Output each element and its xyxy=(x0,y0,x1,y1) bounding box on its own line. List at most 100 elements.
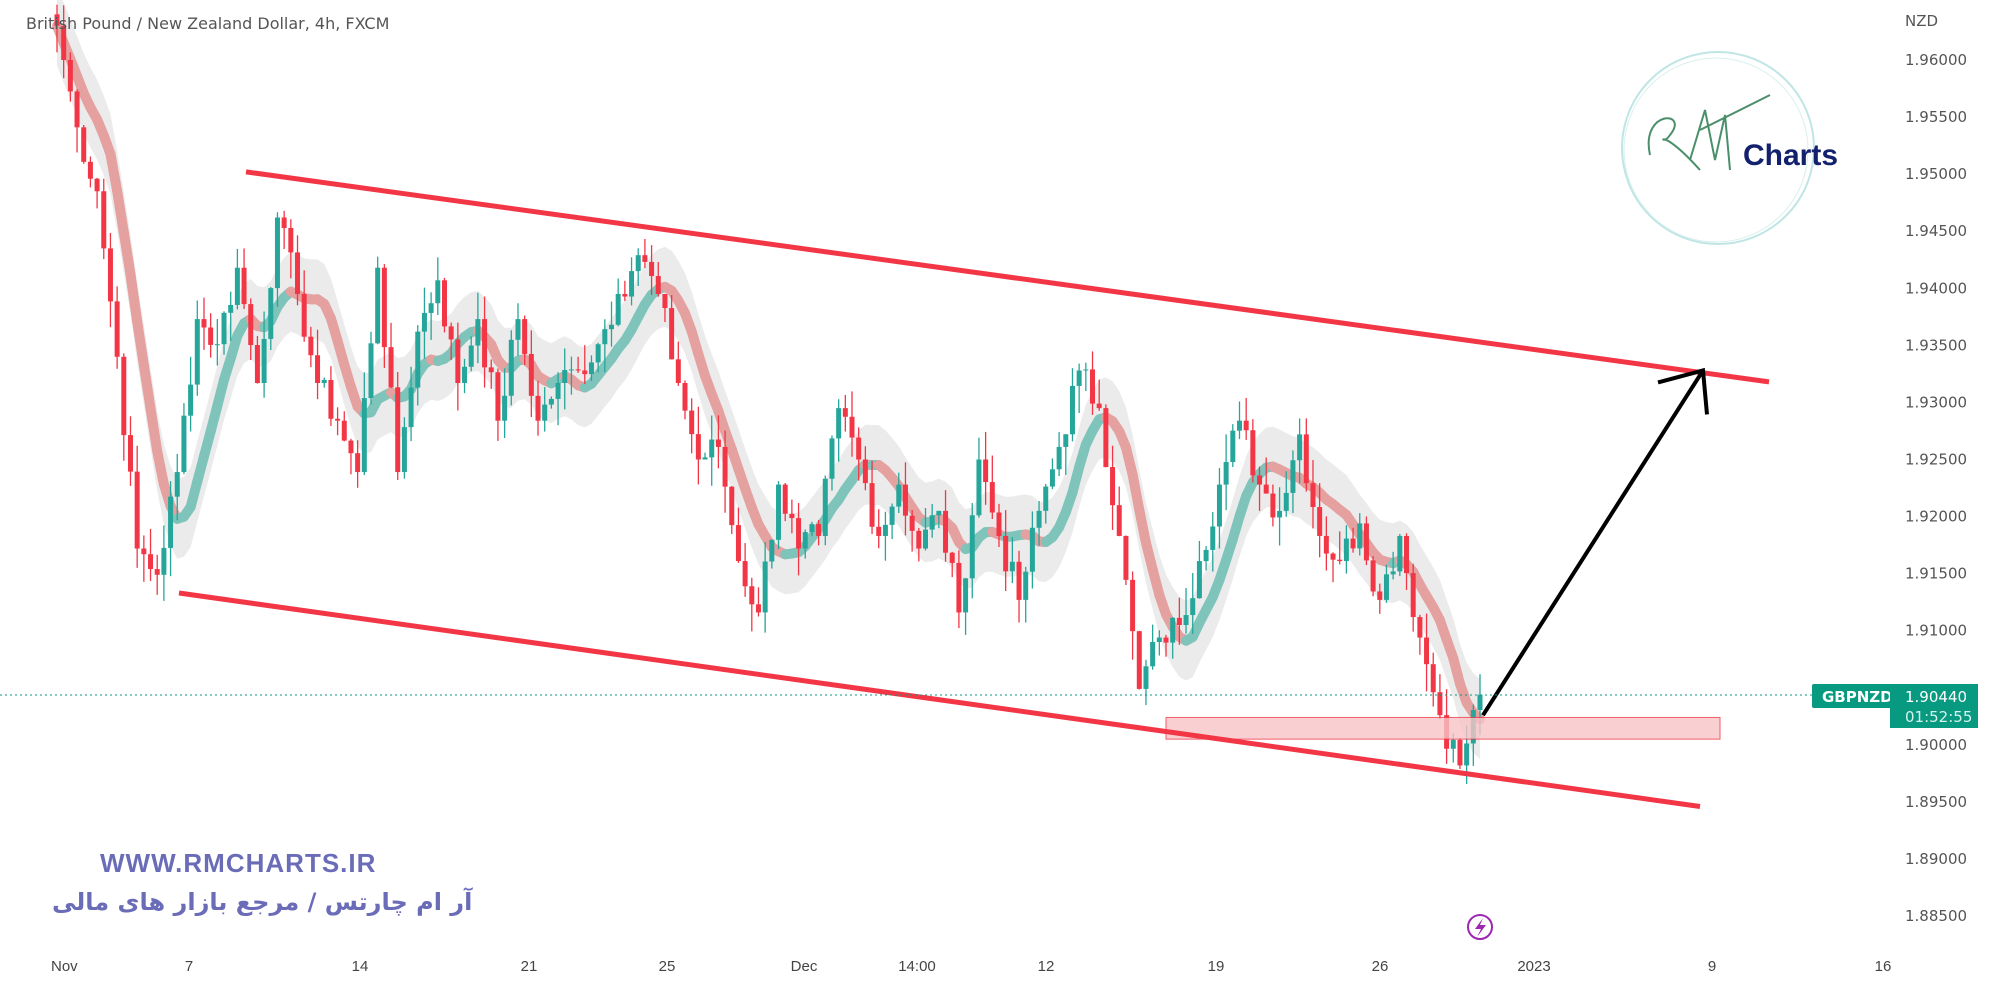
candle xyxy=(789,499,795,534)
candle xyxy=(822,475,828,546)
candle xyxy=(649,245,655,295)
ma-segment xyxy=(1127,469,1145,515)
candle xyxy=(1210,512,1216,572)
x-tick-label: 9 xyxy=(1708,958,1716,975)
candle xyxy=(1350,527,1356,553)
candle xyxy=(1410,563,1416,632)
candle xyxy=(428,292,434,340)
candle xyxy=(588,355,594,382)
candle xyxy=(1150,624,1156,670)
drawings[interactable] xyxy=(178,169,1770,809)
candle xyxy=(1363,516,1369,566)
candle xyxy=(101,178,107,260)
candle xyxy=(335,407,341,436)
candle xyxy=(87,156,93,188)
candle xyxy=(1283,471,1289,517)
candle xyxy=(1257,466,1263,511)
candle xyxy=(114,286,120,369)
candle xyxy=(134,445,140,568)
y-tick-label: 1.93000 xyxy=(1905,393,1967,411)
candle xyxy=(702,452,708,460)
candle xyxy=(315,329,321,400)
candle xyxy=(922,507,928,551)
candle xyxy=(1110,445,1116,530)
candle xyxy=(776,481,782,550)
candle xyxy=(261,311,267,398)
candle xyxy=(1277,487,1283,546)
candle xyxy=(896,472,902,514)
candle xyxy=(769,539,775,569)
lightning-icon[interactable] xyxy=(1467,914,1493,940)
candle xyxy=(1136,630,1142,690)
candle xyxy=(67,52,73,102)
candle xyxy=(482,296,488,388)
ma-segment xyxy=(138,360,156,414)
candle xyxy=(635,248,641,287)
candle xyxy=(415,325,421,406)
candle xyxy=(395,371,401,481)
envelope-area xyxy=(57,0,1480,760)
candle xyxy=(1417,614,1423,655)
candle xyxy=(1183,587,1189,634)
candle xyxy=(943,490,949,562)
chart-title: British Pound / New Zealand Dollar, 4h, … xyxy=(26,14,390,33)
candle xyxy=(248,298,254,361)
candle xyxy=(495,368,501,441)
candle xyxy=(1156,630,1162,656)
candle xyxy=(1170,617,1176,659)
y-tick-label: 1.88500 xyxy=(1905,907,1967,925)
ma-segment xyxy=(1134,504,1151,548)
candle xyxy=(161,525,167,601)
candle xyxy=(655,262,661,297)
x-tick-label: 26 xyxy=(1372,958,1389,975)
candle xyxy=(1250,419,1256,483)
candle xyxy=(615,278,621,327)
candle xyxy=(288,219,294,279)
support-zone xyxy=(1165,716,1721,740)
candle xyxy=(154,554,160,595)
candle xyxy=(241,248,247,309)
candle xyxy=(1096,379,1102,411)
candle xyxy=(1343,525,1349,574)
price-axis[interactable]: NZD 1.96000 1.95500 1.95000 1.94500 1.94000 1… xyxy=(1900,0,2000,1000)
candle xyxy=(1116,486,1122,537)
candle xyxy=(141,535,147,582)
x-tick-label: 14:00 xyxy=(898,958,936,975)
candle xyxy=(328,366,334,426)
candle xyxy=(869,460,875,535)
candle xyxy=(735,507,741,563)
candle xyxy=(936,510,942,529)
candle xyxy=(722,430,728,513)
candle xyxy=(729,486,735,534)
candle xyxy=(1297,418,1303,484)
candle xyxy=(662,293,668,322)
watermark-url: WWW.RMCHARTS.IR xyxy=(100,848,377,878)
candle xyxy=(882,511,888,561)
y-tick-label: 1.91500 xyxy=(1905,565,1967,583)
candles xyxy=(54,4,1483,785)
time-axis[interactable]: Nov 7 14 21 25 Dec 14:00 12 19 26 2023 9 16 xyxy=(51,958,1891,975)
candle xyxy=(1190,573,1196,635)
candle xyxy=(1029,511,1035,589)
candle xyxy=(1457,737,1463,769)
candle xyxy=(1437,674,1443,720)
candle xyxy=(361,372,367,476)
currency-label: NZD xyxy=(1905,12,1938,30)
ma-segment xyxy=(118,227,136,280)
candle xyxy=(1069,368,1075,442)
candle xyxy=(595,342,601,373)
candle xyxy=(1090,351,1096,415)
candle xyxy=(548,396,554,409)
candle xyxy=(876,509,882,549)
candle xyxy=(488,359,494,389)
candle xyxy=(996,503,1002,547)
x-tick-label: 7 xyxy=(185,958,193,975)
candle xyxy=(1003,510,1009,592)
candle xyxy=(902,462,908,536)
candle xyxy=(829,435,835,491)
candle xyxy=(214,319,220,366)
y-tick-label: 1.89500 xyxy=(1905,793,1967,811)
x-tick-label: 19 xyxy=(1208,958,1225,975)
candle xyxy=(762,542,768,633)
